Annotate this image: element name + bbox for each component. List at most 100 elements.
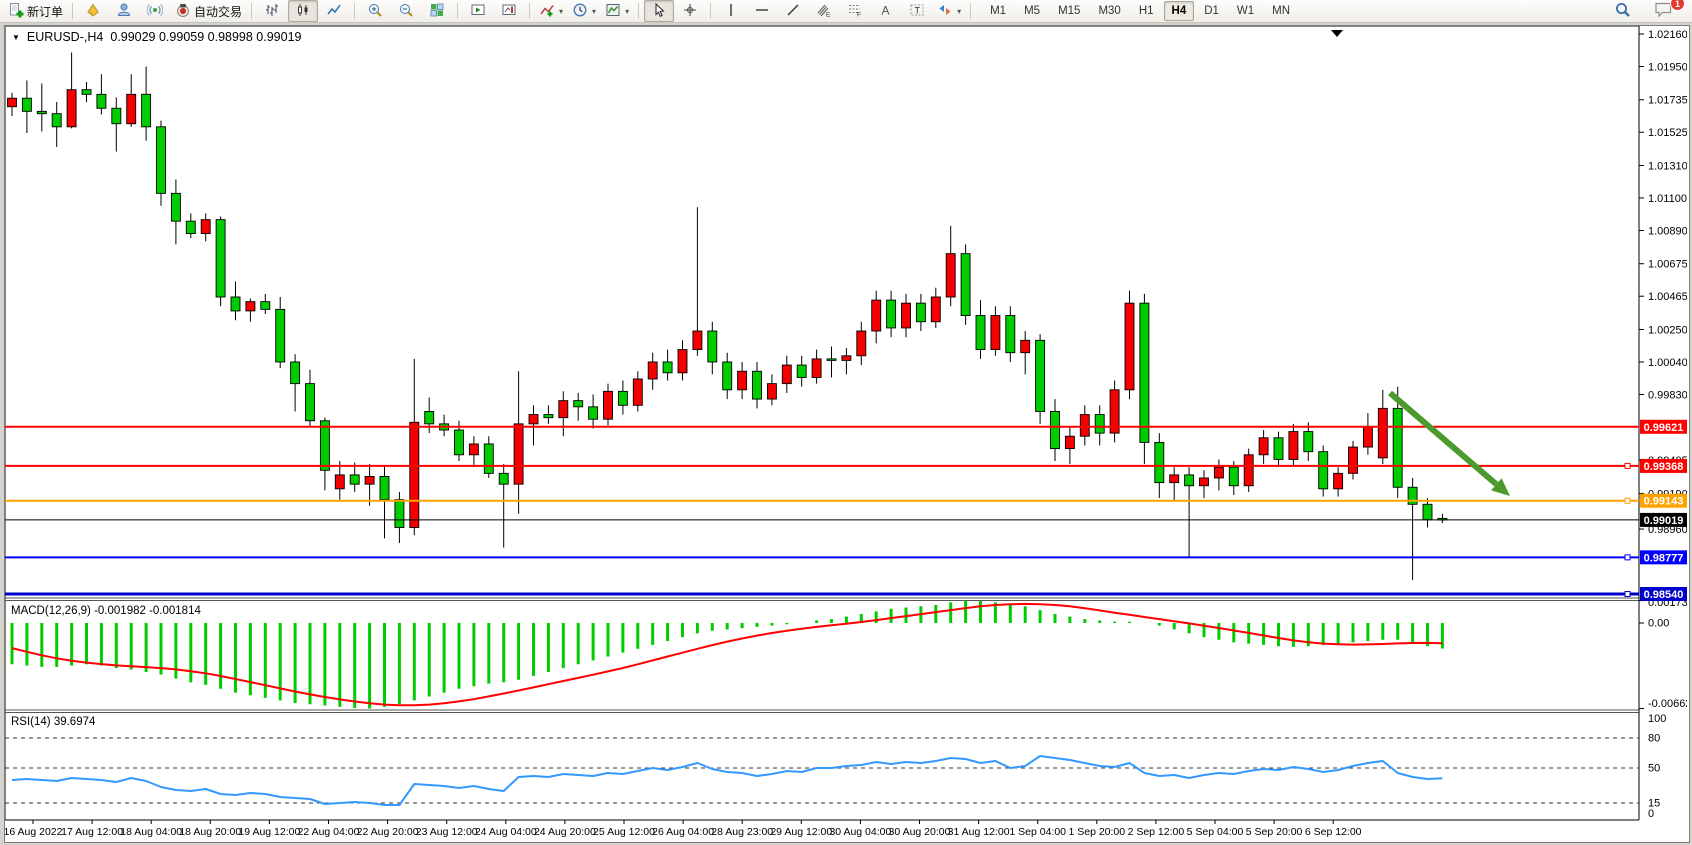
svg-text:1 Sep 20:00: 1 Sep 20:00	[1068, 826, 1125, 838]
candlestick-chart-button[interactable]	[288, 0, 319, 22]
zoom-in-button[interactable]	[360, 0, 390, 22]
rsi-line	[11, 755, 1443, 806]
price-tag-0.98777: 0.98777	[1640, 550, 1687, 565]
arrows-icon	[937, 2, 953, 21]
candlestick-chart-icon	[295, 2, 311, 21]
svg-text:31 Aug 12:00: 31 Aug 12:00	[948, 826, 1010, 838]
horizontal-line-button[interactable]	[747, 0, 777, 22]
text-label-button[interactable]: T	[902, 0, 932, 22]
templates-icon	[605, 2, 621, 21]
vertical-line-button[interactable]	[716, 0, 746, 22]
timeframe-M30[interactable]: M30	[1098, 5, 1121, 17]
collapse-triangle-icon[interactable]: ▼	[12, 32, 20, 42]
dropdown-arrow-icon: ▾	[559, 6, 564, 16]
timeframe-M5[interactable]: M5	[1024, 5, 1041, 17]
chart-shift-button[interactable]	[494, 0, 524, 22]
notifications-button[interactable]: 1	[1648, 0, 1685, 22]
svg-text:80: 80	[1648, 733, 1660, 745]
svg-text:100: 100	[1648, 713, 1666, 725]
svg-text:0.99368: 0.99368	[1644, 461, 1684, 473]
toolbar-separator	[638, 3, 640, 19]
timeframe-M1[interactable]: M1	[990, 5, 1007, 17]
text-button[interactable]: A	[871, 0, 901, 22]
svg-text:5 Sep 04:00: 5 Sep 04:00	[1187, 826, 1244, 838]
svg-text:1.00040: 1.00040	[1648, 357, 1687, 369]
templates-button[interactable]: ▾	[601, 0, 633, 22]
chart-title: ▼ EURUSD-,H4 0.99029 0.99059 0.98998 0.9…	[12, 30, 301, 44]
dropdown-arrow-icon: ▾	[625, 6, 630, 16]
timeframe-M15[interactable]: M15	[1058, 5, 1081, 17]
price-axis: 1.02160 1.01950 1.01735 1.01525 1.01310 1.011…	[1639, 29, 1687, 536]
svg-text:-0.006628: -0.006628	[1648, 698, 1687, 710]
autotrading-button[interactable]: 自动交易	[171, 0, 246, 22]
line-chart-button[interactable]	[319, 0, 349, 22]
svg-text:22 Aug 04:00: 22 Aug 04:00	[298, 826, 360, 838]
clock-icon	[572, 2, 588, 21]
svg-text:1.00465: 1.00465	[1648, 291, 1687, 303]
text-label-icon: T	[909, 2, 925, 21]
toolbar-separator	[710, 3, 712, 19]
price-chart-canvas[interactable]: 1.02160 1.01950 1.01735 1.01525 1.01310 1.011…	[5, 26, 1687, 840]
svg-text:T: T	[915, 5, 921, 15]
trend-arrow-annotation[interactable]	[1388, 390, 1510, 496]
dropdown-arrow-icon: ▾	[957, 6, 962, 16]
text-icon: A	[878, 2, 894, 21]
timeframe-W1[interactable]: W1	[1236, 5, 1255, 17]
svg-text:25 Aug 12:00: 25 Aug 12:00	[593, 826, 655, 838]
indicators-icon	[539, 2, 555, 21]
svg-text:29 Aug 12:00: 29 Aug 12:00	[770, 826, 832, 838]
svg-text:1.00250: 1.00250	[1648, 324, 1687, 336]
svg-text:23 Aug 12:00: 23 Aug 12:00	[416, 826, 478, 838]
fibonacci-button[interactable]: F	[840, 0, 870, 22]
svg-text:22 Aug 20:00: 22 Aug 20:00	[357, 826, 419, 838]
svg-text:16 Aug 2022: 16 Aug 2022	[5, 826, 63, 838]
chart-window: ▼ EURUSD-,H4 0.99029 0.99059 0.98998 0.9…	[4, 25, 1690, 843]
svg-text:19 Aug 12:00: 19 Aug 12:00	[238, 826, 300, 838]
timeframe-D1[interactable]: D1	[1204, 5, 1219, 17]
crayon-button[interactable]	[78, 0, 108, 22]
toolbar-right: 1	[1608, 0, 1688, 22]
equidistant-channel-button[interactable]: E	[809, 0, 839, 22]
zoom-out-button[interactable]	[391, 0, 421, 22]
macd-indicator-label: MACD(12,26,9) -0.001982 -0.001814	[11, 605, 201, 617]
channel-icon: E	[816, 2, 832, 21]
svg-text:0.99830: 0.99830	[1648, 389, 1687, 401]
new-order-button[interactable]: 新订单	[4, 0, 67, 22]
price-tag-0.98540: 0.98540	[1640, 587, 1687, 602]
svg-text:6 Sep 12:00: 6 Sep 12:00	[1305, 826, 1362, 838]
cursor-button[interactable]	[644, 0, 675, 22]
auto-scroll-button[interactable]	[463, 0, 493, 22]
bar-chart-button[interactable]	[257, 0, 287, 22]
search-button[interactable]	[1608, 0, 1638, 22]
price-tag-0.99143: 0.99143	[1640, 493, 1687, 508]
svg-text:5 Sep 20:00: 5 Sep 20:00	[1246, 826, 1303, 838]
chart-shift-marker[interactable]	[1331, 30, 1343, 37]
community-button[interactable]	[109, 0, 139, 22]
toolbar-separator	[251, 3, 253, 19]
toolbar-separator	[529, 3, 531, 19]
crosshair-button[interactable]	[675, 0, 705, 22]
svg-text:18 Aug 04:00: 18 Aug 04:00	[120, 826, 182, 838]
horizontal-lines-layer[interactable]	[5, 425, 1639, 598]
tile-windows-button[interactable]	[422, 0, 452, 22]
signals-icon	[146, 2, 164, 21]
svg-text:18 Aug 20:00: 18 Aug 20:00	[179, 826, 241, 838]
indicators-button[interactable]: ▾	[535, 0, 567, 22]
periods-button[interactable]: ▾	[568, 0, 600, 22]
zoom-out-icon	[398, 2, 414, 21]
shapes-button[interactable]: ▾	[933, 0, 965, 22]
auto-scroll-icon	[470, 2, 486, 21]
timeframe-H1[interactable]: H1	[1138, 5, 1154, 17]
svg-text:30 Aug 04:00: 30 Aug 04:00	[829, 826, 891, 838]
trendline-button[interactable]	[778, 0, 808, 22]
svg-text:0.98960: 0.98960	[1648, 524, 1687, 536]
timeframe-MN[interactable]: MN	[1272, 5, 1291, 17]
price-tags[interactable]: 0.99621 0.99368 0.99143 0.99019 0.98777 0.985…	[1640, 419, 1687, 602]
toolbar-separator	[457, 3, 459, 19]
cursor-icon	[651, 2, 667, 21]
signals-button[interactable]	[140, 0, 170, 22]
timeframe-H4[interactable]: H4	[1163, 1, 1195, 21]
price-tag-0.99621: 0.99621	[1640, 419, 1687, 434]
autotrading-icon	[175, 2, 191, 21]
